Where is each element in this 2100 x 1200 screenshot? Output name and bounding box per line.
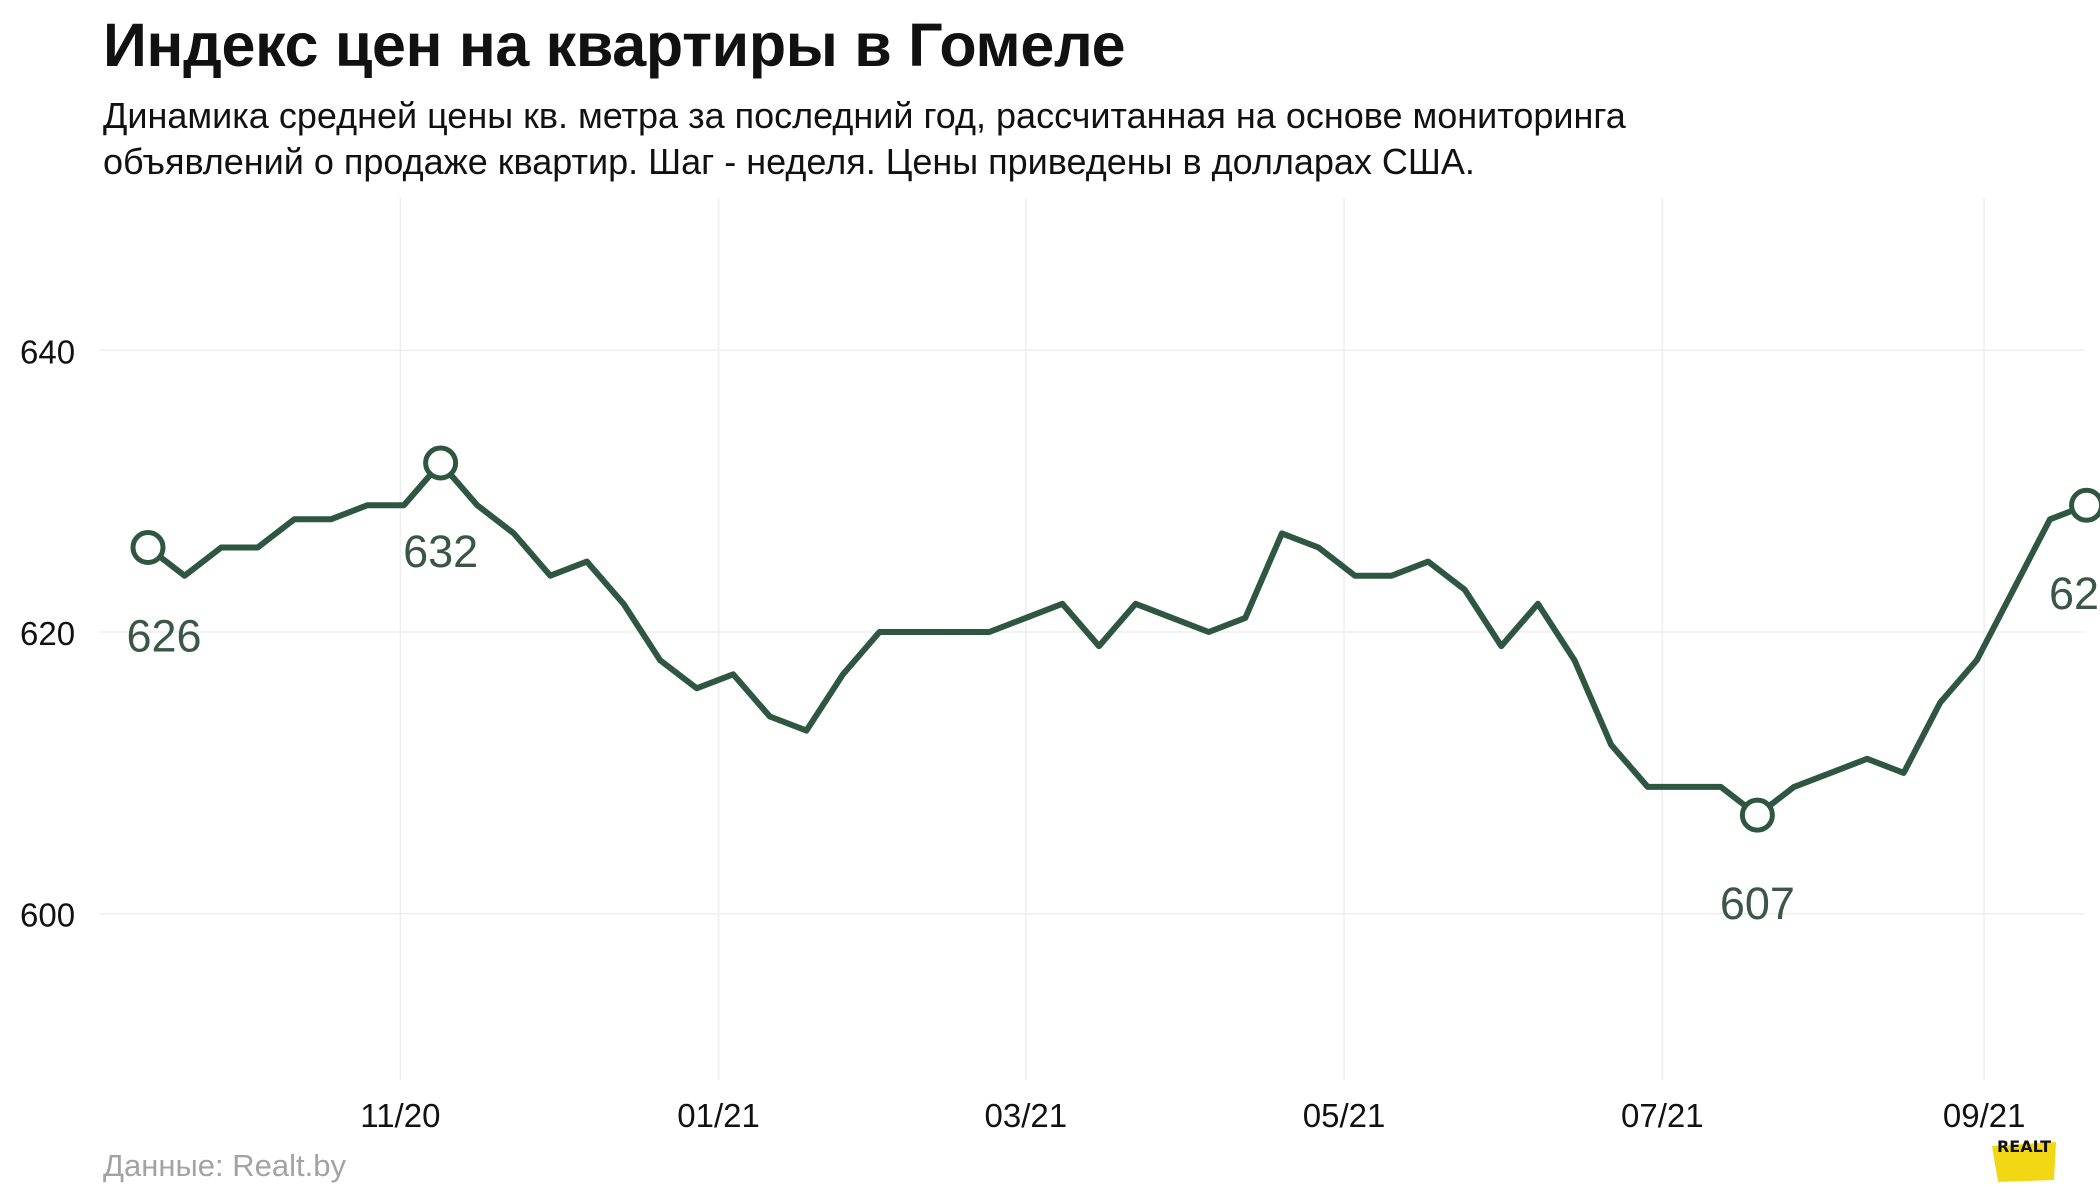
data-point (474, 502, 480, 508)
highlight-marker-626 (130, 529, 166, 565)
x-tick-label-3: 05/21 (1303, 1097, 1386, 1134)
y-tick-label-640: 640 (20, 333, 75, 370)
data-point (1791, 784, 1797, 790)
data-point (182, 573, 188, 579)
x-tick-label-0: 11/20 (360, 1097, 440, 1134)
highlight-label-626: 626 (126, 610, 201, 661)
y-tick-label-600: 600 (20, 897, 75, 934)
data-point (584, 559, 590, 565)
data-point (1023, 615, 1029, 621)
data-point (1681, 784, 1687, 790)
data-point (218, 544, 224, 550)
data-point (730, 671, 736, 677)
x-tick-label-4: 07/21 (1621, 1097, 1704, 1134)
data-point (1315, 544, 1321, 550)
data-point (1535, 601, 1541, 607)
data-point (2010, 587, 2016, 593)
data-point (1389, 573, 1395, 579)
data-point (1828, 770, 1834, 776)
highlight-label-629: 629 (2049, 568, 2100, 619)
chart-title: Индекс цен на квартиры в Гомеле (103, 11, 1126, 79)
x-tick-label-2: 03/21 (985, 1097, 1068, 1134)
data-point (840, 671, 846, 677)
data-point (2047, 516, 2053, 522)
x-tick-label-5: 09/21 (1943, 1097, 2026, 1134)
y-tick-label-620: 620 (20, 615, 75, 652)
data-point (950, 629, 956, 635)
data-point (547, 573, 553, 579)
data-source-note: Данные: Realt.by (103, 1148, 346, 1183)
series-line-0 (145, 460, 2090, 819)
data-point (877, 629, 883, 635)
data-point (803, 728, 809, 734)
data-point (1279, 530, 1285, 536)
data-point (1425, 559, 1431, 565)
x-tick-label-1: 01/21 (677, 1097, 760, 1134)
data-point (913, 629, 919, 635)
highlight-label-607: 607 (1720, 878, 1795, 929)
highlight-layer: 626 632 607 629 (126, 445, 2100, 929)
data-point (1608, 742, 1614, 748)
grid-layer (100, 198, 2085, 1080)
data-point (1242, 615, 1248, 621)
data-point (1864, 756, 1870, 762)
data-point (1974, 657, 1980, 663)
data-point (1169, 615, 1175, 621)
data-point (621, 601, 626, 607)
data-point (657, 657, 663, 663)
data-point (1059, 601, 1065, 607)
data-point (1937, 699, 1943, 705)
data-point (1352, 573, 1358, 579)
chart-subtitle-line-1: Динамика средней цены кв. метра за после… (103, 95, 1626, 136)
data-point (986, 629, 992, 635)
highlight-label-632: 632 (403, 526, 478, 577)
data-point (1901, 770, 1907, 776)
data-point (511, 530, 517, 536)
data-point (255, 544, 261, 550)
data-point (401, 502, 407, 508)
data-point (1096, 643, 1102, 649)
axis-layer: 600 620 640 11/20 01/21 03/21 05/21 07/21 09/21 (20, 333, 2025, 1134)
data-point (328, 516, 334, 522)
realt-logo-text: REALT (1997, 1137, 2051, 1156)
data-point (694, 685, 700, 691)
realt-logo: REALT (1992, 1137, 2056, 1182)
data-point (1498, 643, 1504, 649)
series-layer (145, 460, 2090, 819)
data-point (364, 502, 370, 508)
data-point (1133, 601, 1139, 607)
data-point (1645, 784, 1651, 790)
data-point (1572, 657, 1577, 663)
highlight-marker-607 (1739, 797, 1775, 833)
chart-subtitle: Динамика средней цены кв. метра за после… (103, 93, 1903, 185)
data-point (1718, 784, 1724, 790)
data-point (1206, 629, 1212, 635)
highlight-marker-629 (2069, 487, 2100, 523)
realt-logo-badge (1992, 1142, 2056, 1182)
data-point (767, 714, 773, 720)
data-point (1462, 587, 1468, 593)
data-point (291, 516, 297, 522)
highlight-marker-632 (423, 445, 459, 481)
chart-subtitle-line-2: объявлений о продаже квартир. Шаг - неде… (103, 141, 1475, 182)
